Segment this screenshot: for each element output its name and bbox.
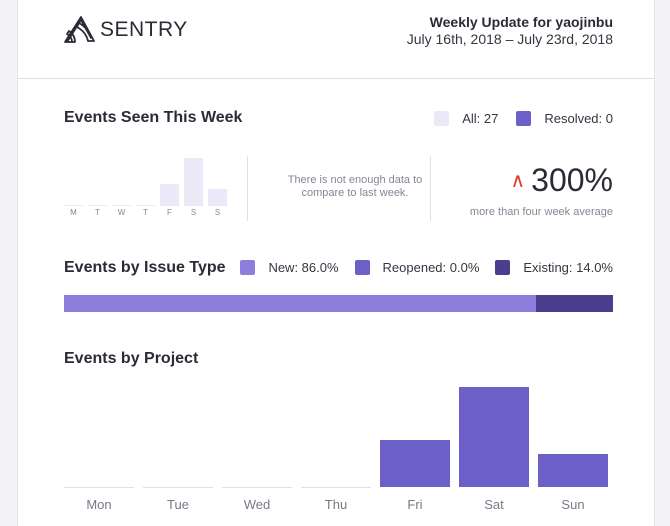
legend-resolved: Resolved: 0: [516, 111, 613, 126]
legend-existing-label: Existing: 14.0%: [523, 260, 613, 275]
project-bar: [459, 387, 529, 487]
daily-bar-label: S: [214, 208, 221, 217]
legend-reopened-swatch: [354, 260, 370, 275]
divider-right: [430, 156, 431, 221]
daily-bar: [208, 189, 227, 206]
project-bar-empty: [222, 487, 292, 488]
legend-new: New: 86.0%: [240, 260, 339, 275]
report-title: Weekly Update for yaojinbu: [429, 14, 613, 30]
divider-left: [247, 156, 248, 221]
legend-reopened-label: Reopened: 0.0%: [382, 260, 480, 275]
project-bar: [538, 454, 608, 487]
daily-bar: [136, 205, 155, 206]
daily-bar: [112, 205, 131, 206]
events-seen-title: Events Seen This Week: [64, 109, 243, 126]
events-seen-legend: All: 27 Resolved: 0: [434, 111, 613, 126]
project-day-label: Sun: [561, 497, 585, 512]
daily-bar-label: M: [70, 208, 77, 217]
issue-type-bar: [64, 295, 613, 312]
brand-name: SENTRY: [100, 18, 188, 41]
project-bar-empty: [143, 487, 213, 488]
project-bar-empty: [301, 487, 371, 488]
project-day-label: Tue: [167, 497, 189, 512]
issue-type-legend: New: 86.0% Reopened: 0.0% Existing: 14.0…: [240, 260, 613, 275]
project-day-label: Fri: [407, 497, 423, 512]
daily-bar: [88, 205, 107, 206]
issue-new-segment: [64, 295, 537, 312]
daily-bar-label: F: [167, 208, 172, 217]
daily-bar-label: T: [143, 208, 148, 217]
report-header: SENTRY Weekly Update for yaojinbu July 1…: [18, 0, 654, 79]
daily-bar: [184, 158, 203, 206]
sentry-logo: SENTRY: [62, 14, 188, 46]
daily-bar-label: S: [190, 208, 197, 217]
project-day-label: Mon: [86, 497, 112, 512]
daily-bar: [64, 205, 83, 206]
legend-all-label: All: 27: [462, 111, 499, 126]
change-percent-value: 300%: [531, 162, 613, 198]
legend-existing: Existing: 14.0%: [495, 260, 613, 275]
report-date-range: July 16th, 2018 – July 23rd, 2018: [406, 31, 613, 47]
report-card: SENTRY Weekly Update for yaojinbu July 1…: [17, 0, 655, 526]
project-day-label: Thu: [324, 497, 348, 512]
project-bar-empty: [64, 487, 134, 488]
daily-bar-label: W: [117, 208, 126, 217]
caret-up-icon: ∧: [510, 170, 526, 192]
legend-existing-swatch: [495, 260, 511, 275]
issue-existing-segment: [536, 295, 613, 312]
legend-reopened: Reopened: 0.0%: [354, 260, 480, 275]
legend-new-swatch: [240, 260, 256, 275]
change-percent: ∧ 300%: [511, 162, 613, 199]
daily-bar-label: T: [95, 208, 100, 217]
daily-bar: [160, 184, 179, 206]
issue-type-title: Events by Issue Type: [64, 259, 226, 276]
legend-all: All: 27: [434, 111, 498, 126]
project-bar: [380, 440, 450, 487]
sentry-logo-icon: [64, 16, 95, 43]
project-title: Events by Project: [64, 350, 199, 367]
legend-resolved-swatch: [516, 111, 532, 126]
project-day-label: Sat: [484, 497, 504, 512]
project-day-label: Wed: [243, 497, 271, 512]
legend-resolved-label: Resolved: 0: [544, 111, 613, 126]
compare-note: There is not enough data to compare to l…: [287, 174, 423, 199]
legend-new-label: New: 86.0%: [268, 260, 339, 275]
legend-all-swatch: [434, 111, 450, 126]
change-caption: more than four week average: [469, 206, 613, 218]
